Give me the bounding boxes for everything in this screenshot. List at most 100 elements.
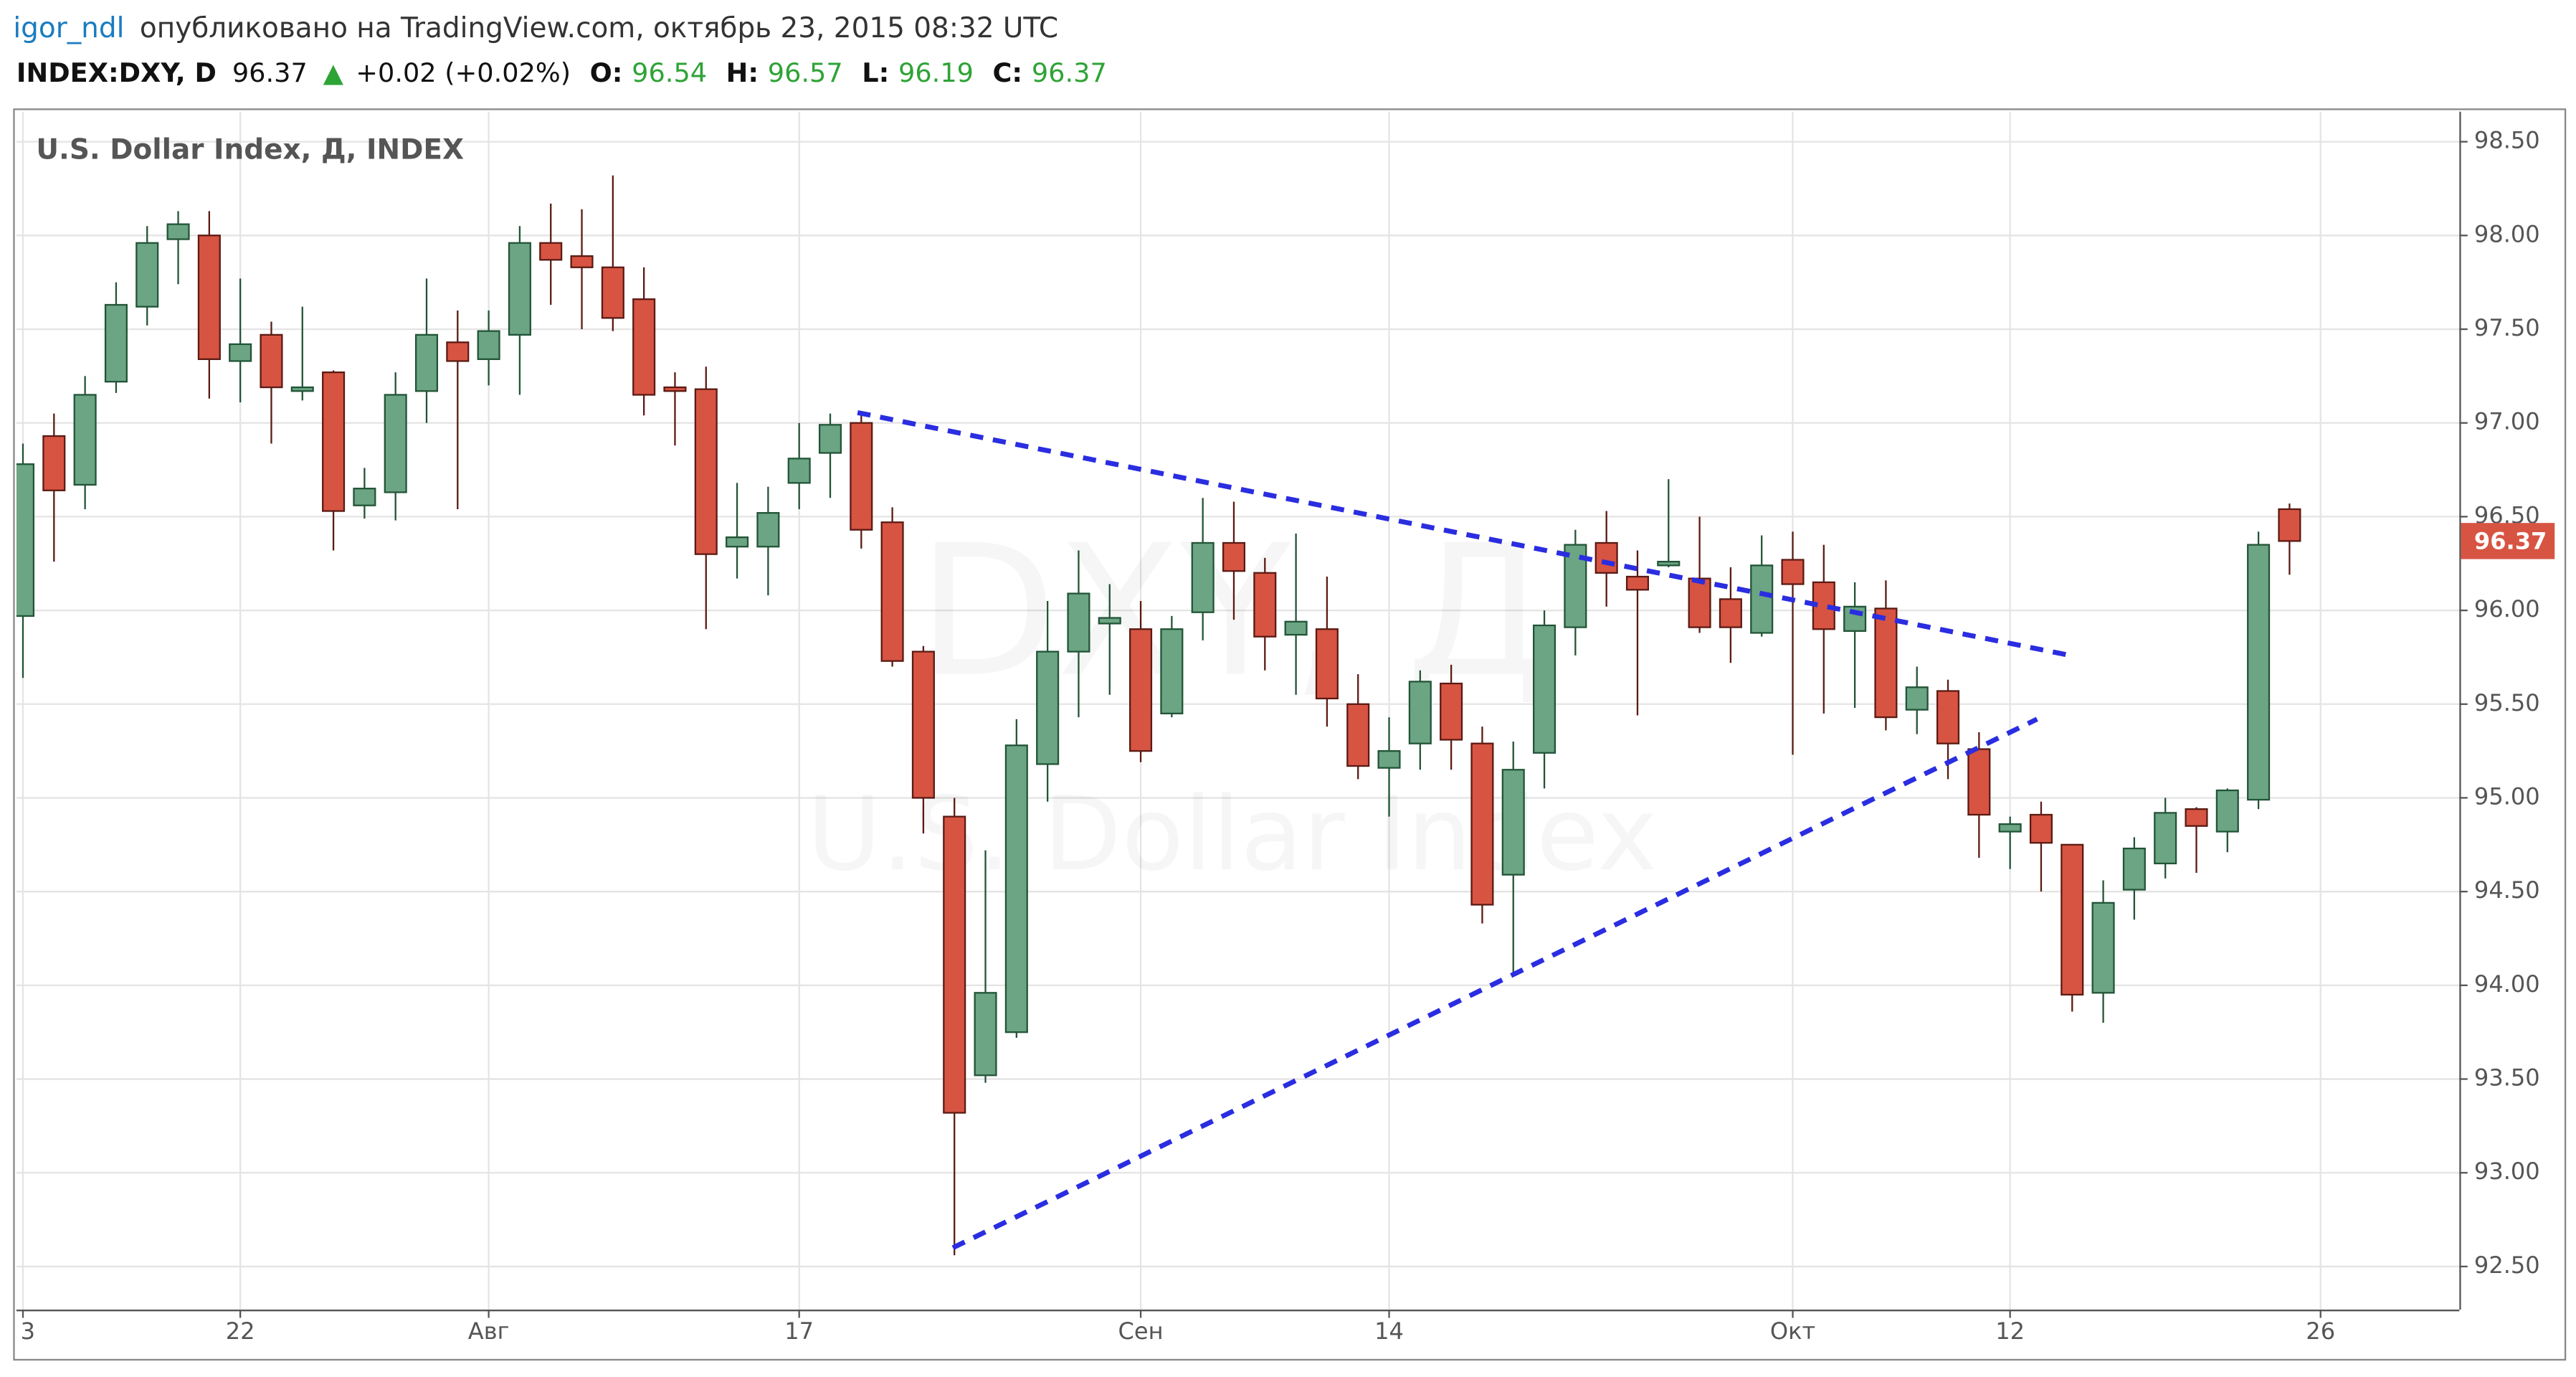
y-tick-label: 98.50: [2474, 127, 2540, 154]
candle-body: [136, 242, 159, 308]
candle-body: [260, 333, 283, 389]
candle-body: [1129, 628, 1153, 752]
y-tick-label: 94.50: [2474, 876, 2540, 904]
candle-body: [1253, 572, 1277, 638]
candle-body: [663, 386, 687, 392]
x-tick-label: 22: [226, 1317, 255, 1345]
x-tick-label: 12: [1995, 1317, 2025, 1345]
candle-body: [1781, 559, 1805, 585]
x-tick-label: 14: [1374, 1317, 1404, 1345]
change: +0.02 (+0.02%): [356, 57, 571, 88]
x-tick-label: 3: [21, 1317, 35, 1345]
candle-body: [166, 223, 190, 240]
candle-body: [570, 255, 594, 268]
candle-body: [1688, 577, 1711, 628]
x-tick-label: 17: [784, 1317, 814, 1345]
y-tick-label: 94.00: [2474, 970, 2540, 998]
candle-body: [2278, 508, 2301, 542]
trend-line: [951, 716, 2038, 1250]
candle-body: [694, 388, 718, 555]
candle-body: [508, 242, 531, 336]
x-tick-label: Сен: [1118, 1317, 1164, 1345]
candle-body: [880, 521, 904, 662]
candle-body: [477, 330, 500, 360]
candle-body: [632, 298, 656, 396]
x-tick-label: 26: [2306, 1317, 2335, 1345]
candle-body: [911, 650, 935, 799]
high-label: H:: [726, 57, 759, 88]
candle-body: [1222, 541, 1246, 572]
open-value: 96.54: [632, 57, 707, 88]
candle-body: [818, 424, 842, 454]
candle-body: [104, 303, 128, 383]
candle-body: [1004, 744, 1028, 1033]
candle-body: [1501, 769, 1525, 876]
published: опубликовано на TradingView.com, октябрь…: [140, 12, 1058, 44]
candle-body: [1191, 541, 1215, 613]
candle-body: [73, 394, 97, 486]
candle-body: [850, 422, 873, 531]
x-tick-label: Авг: [468, 1317, 510, 1345]
candle-body: [539, 242, 563, 261]
x-tick-label: Окт: [1770, 1317, 1815, 1345]
candle-body: [1440, 682, 1463, 741]
candle-body: [787, 458, 811, 484]
candle-body: [1936, 690, 1960, 744]
candle-body: [1346, 703, 1370, 767]
candle-body: [353, 488, 376, 506]
candle-body: [322, 371, 346, 512]
pane-title: U.S. Dollar Index, Д, INDEX: [36, 133, 464, 166]
y-tick-label: 96.00: [2474, 595, 2540, 623]
candle-body: [974, 992, 997, 1076]
candle-body: [2029, 813, 2053, 844]
y-tick-label: 93.50: [2474, 1064, 2540, 1092]
y-tick-label: 97.50: [2474, 314, 2540, 341]
candle-body: [1657, 560, 1681, 567]
candle-body: [2154, 812, 2177, 865]
candle-body: [2185, 808, 2208, 827]
candle-body: [229, 343, 252, 362]
candle-body: [414, 333, 439, 392]
candle-body: [2091, 902, 2115, 994]
y-tick-label: 95.00: [2474, 782, 2540, 810]
candle-body: [1719, 598, 1742, 628]
candle-body: [601, 266, 624, 319]
candle-body: [1284, 620, 1308, 636]
candle-body: [1098, 617, 1121, 625]
last-price-marker: [2461, 523, 2555, 559]
candle-body: [1905, 686, 1929, 711]
close-value: 96.37: [1032, 57, 1107, 88]
y-tick-label: 95.50: [2474, 689, 2540, 716]
y-tick-label: 97.00: [2474, 408, 2540, 435]
candle-body: [1750, 564, 1774, 634]
candle-body: [1874, 607, 1898, 719]
candle-body: [1998, 823, 2022, 833]
candle-body: [1470, 742, 1494, 906]
candle-body: [1625, 575, 1650, 591]
header-line: igor_ndl опубликовано на TradingView.com…: [13, 12, 1058, 44]
candle-body: [2122, 847, 2146, 891]
symbol: INDEX:DXY, D: [16, 57, 217, 88]
up-arrow: ▲: [323, 57, 344, 88]
high-value: 96.57: [768, 57, 843, 88]
candle-body: [2247, 544, 2271, 801]
candle-body: [197, 235, 221, 360]
candle-body: [1036, 650, 1060, 765]
y-tick-label: 98.00: [2474, 220, 2540, 247]
candle-body: [1594, 541, 1618, 574]
candle-body: [726, 536, 749, 548]
y-tick-label: 93.00: [2474, 1158, 2540, 1185]
close-label: C:: [993, 57, 1023, 88]
user[interactable]: igor_ndl: [13, 12, 124, 44]
candle-body: [42, 435, 66, 491]
candle-body: [756, 512, 780, 548]
candle-body: [2061, 843, 2084, 996]
candle-body: [446, 341, 470, 362]
last-price: 96.37: [232, 57, 308, 88]
open-label: O:: [590, 57, 623, 88]
axes: 92.50 93.00 93.50 94.00 94.50 95.00 95.50 96.00…: [16, 111, 2555, 1345]
last-price-label: 96.37: [2474, 528, 2547, 555]
